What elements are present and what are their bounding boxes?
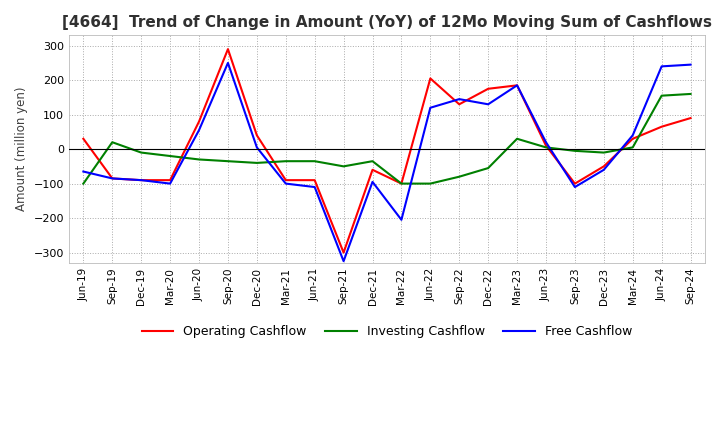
Investing Cashflow	[513, 136, 521, 141]
Free Cashflow	[339, 259, 348, 264]
Investing Cashflow	[282, 158, 290, 164]
Operating Cashflow	[79, 136, 88, 141]
Free Cashflow	[570, 184, 579, 190]
Line: Investing Cashflow: Investing Cashflow	[84, 94, 690, 183]
Investing Cashflow	[137, 150, 145, 155]
Operating Cashflow	[339, 250, 348, 255]
Free Cashflow	[686, 62, 695, 67]
Operating Cashflow	[368, 167, 377, 172]
Free Cashflow	[224, 60, 233, 66]
Investing Cashflow	[570, 148, 579, 154]
Operating Cashflow	[484, 86, 492, 92]
Investing Cashflow	[600, 150, 608, 155]
Investing Cashflow	[79, 181, 88, 186]
Free Cashflow	[657, 64, 666, 69]
Investing Cashflow	[657, 93, 666, 98]
Title: [4664]  Trend of Change in Amount (YoY) of 12Mo Moving Sum of Cashflows: [4664] Trend of Change in Amount (YoY) o…	[62, 15, 712, 30]
Y-axis label: Amount (million yen): Amount (million yen)	[15, 87, 28, 211]
Free Cashflow	[600, 167, 608, 172]
Free Cashflow	[79, 169, 88, 174]
Investing Cashflow	[426, 181, 435, 186]
Line: Operating Cashflow: Operating Cashflow	[84, 49, 690, 253]
Investing Cashflow	[224, 158, 233, 164]
Investing Cashflow	[629, 145, 637, 150]
Investing Cashflow	[686, 92, 695, 97]
Free Cashflow	[282, 181, 290, 186]
Operating Cashflow	[657, 124, 666, 129]
Free Cashflow	[368, 179, 377, 184]
Free Cashflow	[194, 128, 203, 133]
Operating Cashflow	[686, 115, 695, 121]
Operating Cashflow	[194, 119, 203, 124]
Operating Cashflow	[455, 102, 464, 107]
Operating Cashflow	[166, 177, 174, 183]
Investing Cashflow	[253, 160, 261, 165]
Investing Cashflow	[455, 174, 464, 180]
Investing Cashflow	[166, 154, 174, 159]
Operating Cashflow	[282, 177, 290, 183]
Investing Cashflow	[339, 164, 348, 169]
Investing Cashflow	[108, 139, 117, 145]
Operating Cashflow	[570, 181, 579, 186]
Free Cashflow	[629, 133, 637, 138]
Investing Cashflow	[368, 158, 377, 164]
Operating Cashflow	[108, 176, 117, 181]
Legend: Operating Cashflow, Investing Cashflow, Free Cashflow: Operating Cashflow, Investing Cashflow, …	[137, 320, 637, 343]
Free Cashflow	[397, 217, 406, 223]
Operating Cashflow	[541, 143, 550, 148]
Free Cashflow	[513, 83, 521, 88]
Investing Cashflow	[541, 145, 550, 150]
Free Cashflow	[310, 184, 319, 190]
Free Cashflow	[108, 176, 117, 181]
Free Cashflow	[541, 139, 550, 145]
Operating Cashflow	[137, 177, 145, 183]
Investing Cashflow	[194, 157, 203, 162]
Operating Cashflow	[513, 83, 521, 88]
Free Cashflow	[166, 181, 174, 186]
Operating Cashflow	[310, 177, 319, 183]
Free Cashflow	[426, 105, 435, 110]
Operating Cashflow	[426, 76, 435, 81]
Investing Cashflow	[484, 165, 492, 171]
Free Cashflow	[455, 96, 464, 102]
Operating Cashflow	[253, 133, 261, 138]
Operating Cashflow	[629, 136, 637, 141]
Free Cashflow	[253, 145, 261, 150]
Operating Cashflow	[224, 47, 233, 52]
Line: Free Cashflow: Free Cashflow	[84, 63, 690, 261]
Free Cashflow	[484, 102, 492, 107]
Investing Cashflow	[310, 158, 319, 164]
Operating Cashflow	[600, 164, 608, 169]
Operating Cashflow	[397, 181, 406, 186]
Free Cashflow	[137, 177, 145, 183]
Investing Cashflow	[397, 181, 406, 186]
